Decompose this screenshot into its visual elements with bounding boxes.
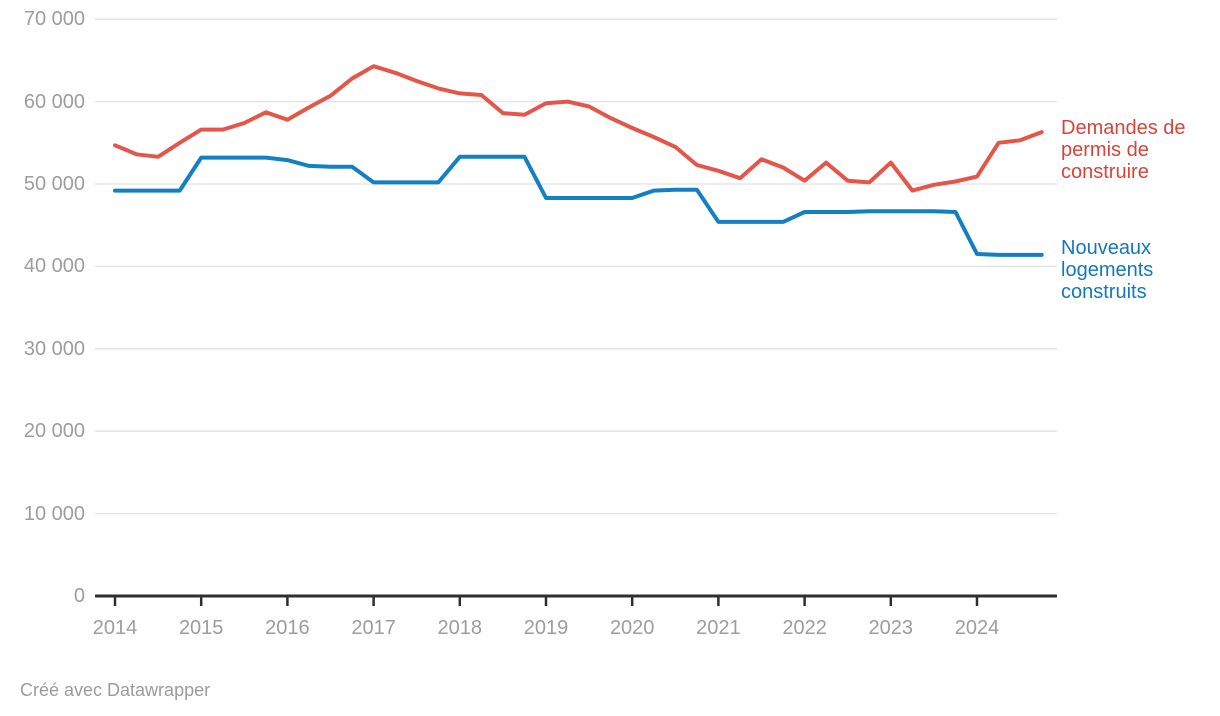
series-label-line: construire xyxy=(1061,161,1149,183)
x-tick-label: 2015 xyxy=(178,617,224,639)
datawrapper-credit: Créé avec Datawrapper xyxy=(20,680,211,700)
x-tick-label: 2019 xyxy=(523,617,569,639)
x-tick-label: 2016 xyxy=(265,617,310,639)
y-tick-label: 30 000 xyxy=(23,337,85,360)
x-tick-label: 2017 xyxy=(351,617,396,639)
series-line-demandes-de-permis xyxy=(113,64,1044,193)
series-label-line: construits xyxy=(1061,281,1147,303)
y-tick-label: 70 000 xyxy=(23,8,85,31)
y-tick-label: 20 000 xyxy=(23,420,85,443)
series-label-line: logements xyxy=(1061,259,1154,281)
x-tick-label: 2023 xyxy=(868,617,914,639)
y-tick-label: 50 000 xyxy=(23,173,85,195)
y-tick-label: 0 xyxy=(73,585,85,607)
series-line-nouveaux-logements xyxy=(113,154,1044,257)
x-tick-label: 2014 xyxy=(92,617,138,639)
y-tick-label: 60 000 xyxy=(23,90,85,113)
y-tick-label: 40 000 xyxy=(23,255,85,278)
series-label-demandes-de-permis: Demandes de permis de construire xyxy=(1061,117,1216,183)
y-tick-label: 10 000 xyxy=(23,502,85,525)
x-tick-label: 2018 xyxy=(437,617,483,639)
series-label-line: Nouveaux xyxy=(1061,237,1152,259)
series-label-line: Demandes de xyxy=(1061,117,1186,139)
series-label-line: permis de xyxy=(1061,139,1149,161)
x-tick-label: 2024 xyxy=(954,617,1000,639)
x-tick-label: 2022 xyxy=(782,617,827,639)
x-tick-label: 2020 xyxy=(609,617,655,639)
series-label-nouveaux-logements: Nouveaux logements construits xyxy=(1061,237,1216,303)
x-tick-label: 2021 xyxy=(696,617,741,639)
